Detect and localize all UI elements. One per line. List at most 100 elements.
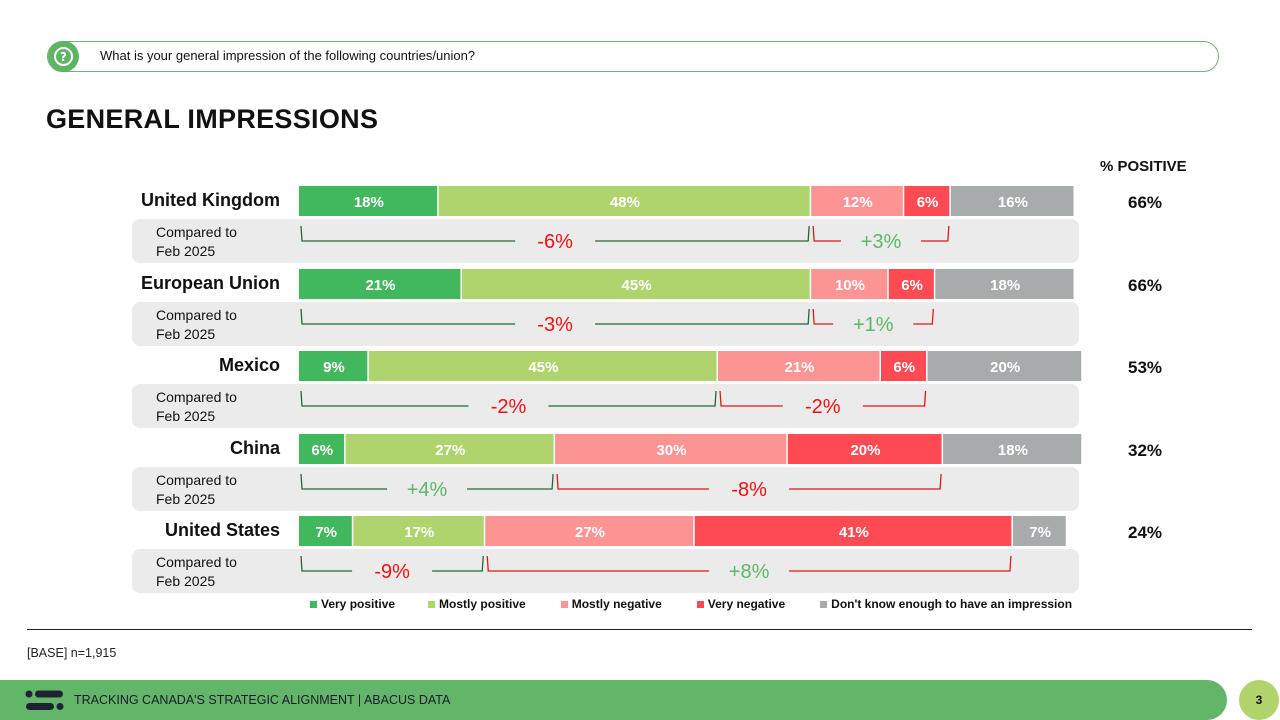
- bar-data-label: 6%: [917, 194, 939, 211]
- negative-change-label: -8%: [731, 479, 767, 501]
- percent-positive-value: 66%: [1128, 193, 1162, 212]
- bar-segment-very-positive: [299, 186, 438, 216]
- comparison-label: Compared to: [156, 554, 237, 570]
- positive-bracket: [300, 390, 717, 407]
- legend-swatch: [428, 600, 436, 608]
- legend-label: Very positive: [321, 597, 396, 611]
- question-text: What is your general impression of the f…: [100, 48, 476, 63]
- bar-segment-mostly-negative: [555, 434, 787, 464]
- category-label: China: [230, 438, 281, 458]
- comparison-label: Feb 2025: [156, 408, 215, 424]
- bar-segment-very-negative: [881, 351, 927, 381]
- legend-swatch: [696, 600, 704, 608]
- positive-change-label: -3%: [537, 314, 573, 336]
- page-number: 3: [1239, 680, 1279, 720]
- bar-segment-very-positive: [299, 269, 461, 299]
- bar-segment-mostly-negative: [811, 186, 903, 216]
- comparison-label: Feb 2025: [156, 326, 215, 342]
- bar-data-label: 41%: [839, 524, 869, 541]
- positive-change-label: -9%: [374, 561, 410, 583]
- bar-data-label: 30%: [656, 442, 686, 459]
- bar-data-label: 7%: [1029, 524, 1051, 541]
- percent-positive-value: 32%: [1128, 441, 1162, 460]
- bar-data-label: 6%: [893, 359, 915, 376]
- legend-label: Mostly negative: [571, 597, 662, 611]
- positive-change-label: -6%: [537, 231, 573, 253]
- percent-positive-value: 24%: [1128, 523, 1162, 542]
- positive-change-label: -2%: [491, 396, 527, 418]
- negative-bracket: [486, 555, 1012, 572]
- legend-swatch: [560, 600, 568, 608]
- comparison-label: Compared to: [156, 389, 237, 405]
- comparison-label: Feb 2025: [156, 491, 215, 507]
- legend-item: Mostly negative: [560, 597, 662, 611]
- comparison-label: Feb 2025: [156, 243, 215, 259]
- comparison-label: Compared to: [156, 472, 237, 488]
- legend-item: Very negative: [696, 597, 785, 611]
- comparison-label: Feb 2025: [156, 573, 215, 589]
- category-label: United Kingdom: [141, 190, 280, 210]
- bar-data-label: 6%: [901, 277, 923, 294]
- percent-positive-value: 53%: [1128, 358, 1162, 377]
- question-bubble-icon: ?: [48, 41, 79, 72]
- bar-segment-very-negative: [787, 434, 942, 464]
- bar-segment-mostly-negative: [485, 516, 694, 546]
- positive-bracket: [300, 308, 810, 325]
- legend-label: Mostly positive: [439, 597, 526, 611]
- bar-data-label: 48%: [610, 194, 640, 211]
- bar-data-label: 10%: [835, 277, 865, 294]
- bar-segment-very-positive: [299, 434, 345, 464]
- negative-change-label: +1%: [853, 314, 894, 336]
- bar-data-label: 9%: [323, 359, 345, 376]
- base-note: [BASE] n=1,915: [27, 646, 117, 660]
- bar-data-label: 18%: [354, 194, 384, 211]
- positive-bracket: [300, 555, 484, 572]
- comparison-label: Compared to: [156, 224, 237, 240]
- bar-segment-dont-know: [935, 269, 1074, 299]
- percent-positive-header: % POSITIVE: [1100, 158, 1187, 175]
- bar-data-label: 12%: [843, 194, 873, 211]
- bar-segment-very-positive: [299, 516, 352, 546]
- category-label: United States: [165, 520, 280, 540]
- page-title: GENERAL IMPRESSIONS: [46, 104, 379, 134]
- negative-bracket: [812, 225, 950, 242]
- negative-bracket: [719, 390, 927, 407]
- bar-segment-mostly-positive: [438, 186, 810, 216]
- bar-segment-mostly-negative: [811, 269, 888, 299]
- positive-change-label: +4%: [407, 479, 448, 501]
- bar-segment-mostly-positive: [461, 269, 810, 299]
- legend-item: Mostly positive: [428, 597, 526, 611]
- bar-data-label: 21%: [365, 277, 395, 294]
- bar-data-label: 7%: [315, 524, 337, 541]
- bar-segment-mostly-positive: [368, 351, 717, 381]
- bar-data-label: 21%: [785, 359, 815, 376]
- footer-divider: [27, 629, 1252, 630]
- bar-segment-mostly-negative: [718, 351, 880, 381]
- bar-segment-very-negative: [888, 269, 934, 299]
- positive-bracket: [300, 225, 810, 242]
- bar-data-label: 18%: [990, 277, 1020, 294]
- legend-swatch: [310, 600, 317, 608]
- bar-data-label: 17%: [404, 524, 434, 541]
- question-banner: ? What is your general impression of the…: [47, 41, 1219, 72]
- legend-item: Very positive: [310, 597, 395, 611]
- bar-data-label: 6%: [311, 442, 333, 459]
- negative-bracket: [556, 473, 942, 490]
- bar-segment-mostly-positive: [353, 516, 484, 546]
- stacked-bar-chart: United Kingdom 18% 48% 12% 6% 16% 66% Compared …: [132, 186, 1162, 593]
- bar-data-label: 45%: [622, 277, 652, 294]
- negative-change-label: +3%: [861, 231, 902, 253]
- negative-bracket: [812, 308, 934, 325]
- legend-item: Don't know enough to have an impression: [820, 597, 1072, 611]
- negative-change-label: -2%: [805, 396, 841, 418]
- footer-bar: TRACKING CANADA'S STRATEGIC ALIGNMENT | …: [0, 680, 1227, 720]
- abacus-logo-icon: [25, 690, 64, 710]
- bar-data-label: 27%: [435, 442, 465, 459]
- legend-label: Don't know enough to have an impression: [831, 597, 1073, 611]
- bar-segment-dont-know: [1012, 516, 1066, 546]
- positive-bracket: [300, 473, 554, 490]
- chart-legend: Very positive Mostly positive Mostly negat…: [310, 597, 1072, 611]
- bar-segment-dont-know: [943, 434, 1082, 464]
- bar-segment-dont-know: [950, 186, 1074, 216]
- category-label: Mexico: [219, 355, 280, 375]
